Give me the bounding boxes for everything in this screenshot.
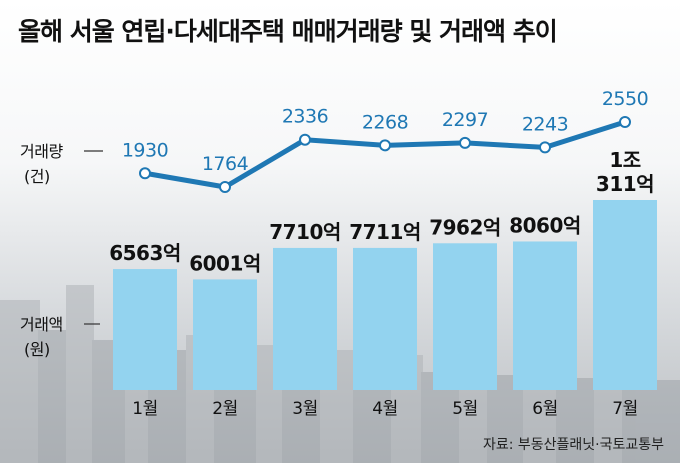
bar-거래액-6월	[513, 241, 577, 390]
chart-title: 올해 서울 연립·다세대주택 매매거래량 및 거래액 추이	[18, 17, 558, 46]
skyline-building	[622, 380, 680, 463]
data-label-거래액-3월: 7710억	[269, 220, 341, 244]
data-label-거래량-4월: 2268	[362, 111, 408, 133]
skyline-building	[66, 285, 94, 463]
skyline-building	[38, 330, 68, 463]
data-label-거래액-7월: 311억	[596, 172, 654, 196]
tick-label-6월: 6월	[532, 399, 557, 419]
data-label-거래액-2월: 6001억	[189, 251, 261, 275]
tick-label-5월: 5월	[452, 399, 477, 419]
data-label-거래량-6월: 2243	[522, 113, 568, 135]
data-label-거래액-7월: 1조	[609, 148, 640, 172]
tick-label-3월: 3월	[292, 399, 317, 419]
city-skyline-image	[0, 285, 680, 463]
point-거래량-1월	[139, 167, 151, 180]
bar-거래액-5월	[433, 243, 497, 390]
series-unit-거래액: (원)	[24, 340, 50, 359]
point-거래량-2월	[219, 181, 231, 193]
data-label-거래액-6월: 8060억	[509, 213, 581, 237]
data-label-거래량-5월: 2297	[442, 109, 488, 131]
bar-거래액-1월	[113, 269, 177, 390]
data-label-거래량-2월: 1764	[202, 153, 249, 175]
data-label-거래량-7월: 2550	[602, 88, 648, 110]
bar-거래액-2월	[193, 279, 257, 390]
data-label-거래량-3월: 2336	[282, 106, 328, 128]
tick-label-4월: 4월	[372, 399, 397, 419]
bar-거래액-7월	[593, 200, 657, 390]
chart-source: 자료: 부동산플래닛·국토교통부	[482, 437, 664, 453]
tick-label-1월: 1월	[132, 399, 157, 419]
data-label-거래액-1월: 6563억	[109, 241, 181, 265]
data-label-거래액-4월: 7711억	[349, 220, 421, 244]
skyline-building	[556, 378, 596, 463]
data-label-거래량-1월: 1930	[122, 139, 168, 161]
point-거래량-5월	[459, 136, 471, 149]
point-거래량-6월	[539, 141, 551, 154]
series-label-거래액: 거래액	[20, 315, 63, 334]
bar-거래액-3월	[273, 247, 337, 390]
point-거래량-3월	[299, 133, 311, 146]
point-거래량-7월	[619, 116, 631, 128]
tick-label-2월: 2월	[212, 399, 237, 419]
point-거래량-4월	[379, 139, 391, 152]
tick-label-7월: 7월	[612, 399, 637, 419]
series-label-거래량: 거래량	[20, 142, 63, 161]
bar-거래액-4월	[353, 247, 417, 390]
data-label-거래액-5월: 7962억	[429, 215, 501, 239]
series-unit-거래량: (건)	[24, 167, 50, 186]
skyline-building	[0, 300, 40, 463]
